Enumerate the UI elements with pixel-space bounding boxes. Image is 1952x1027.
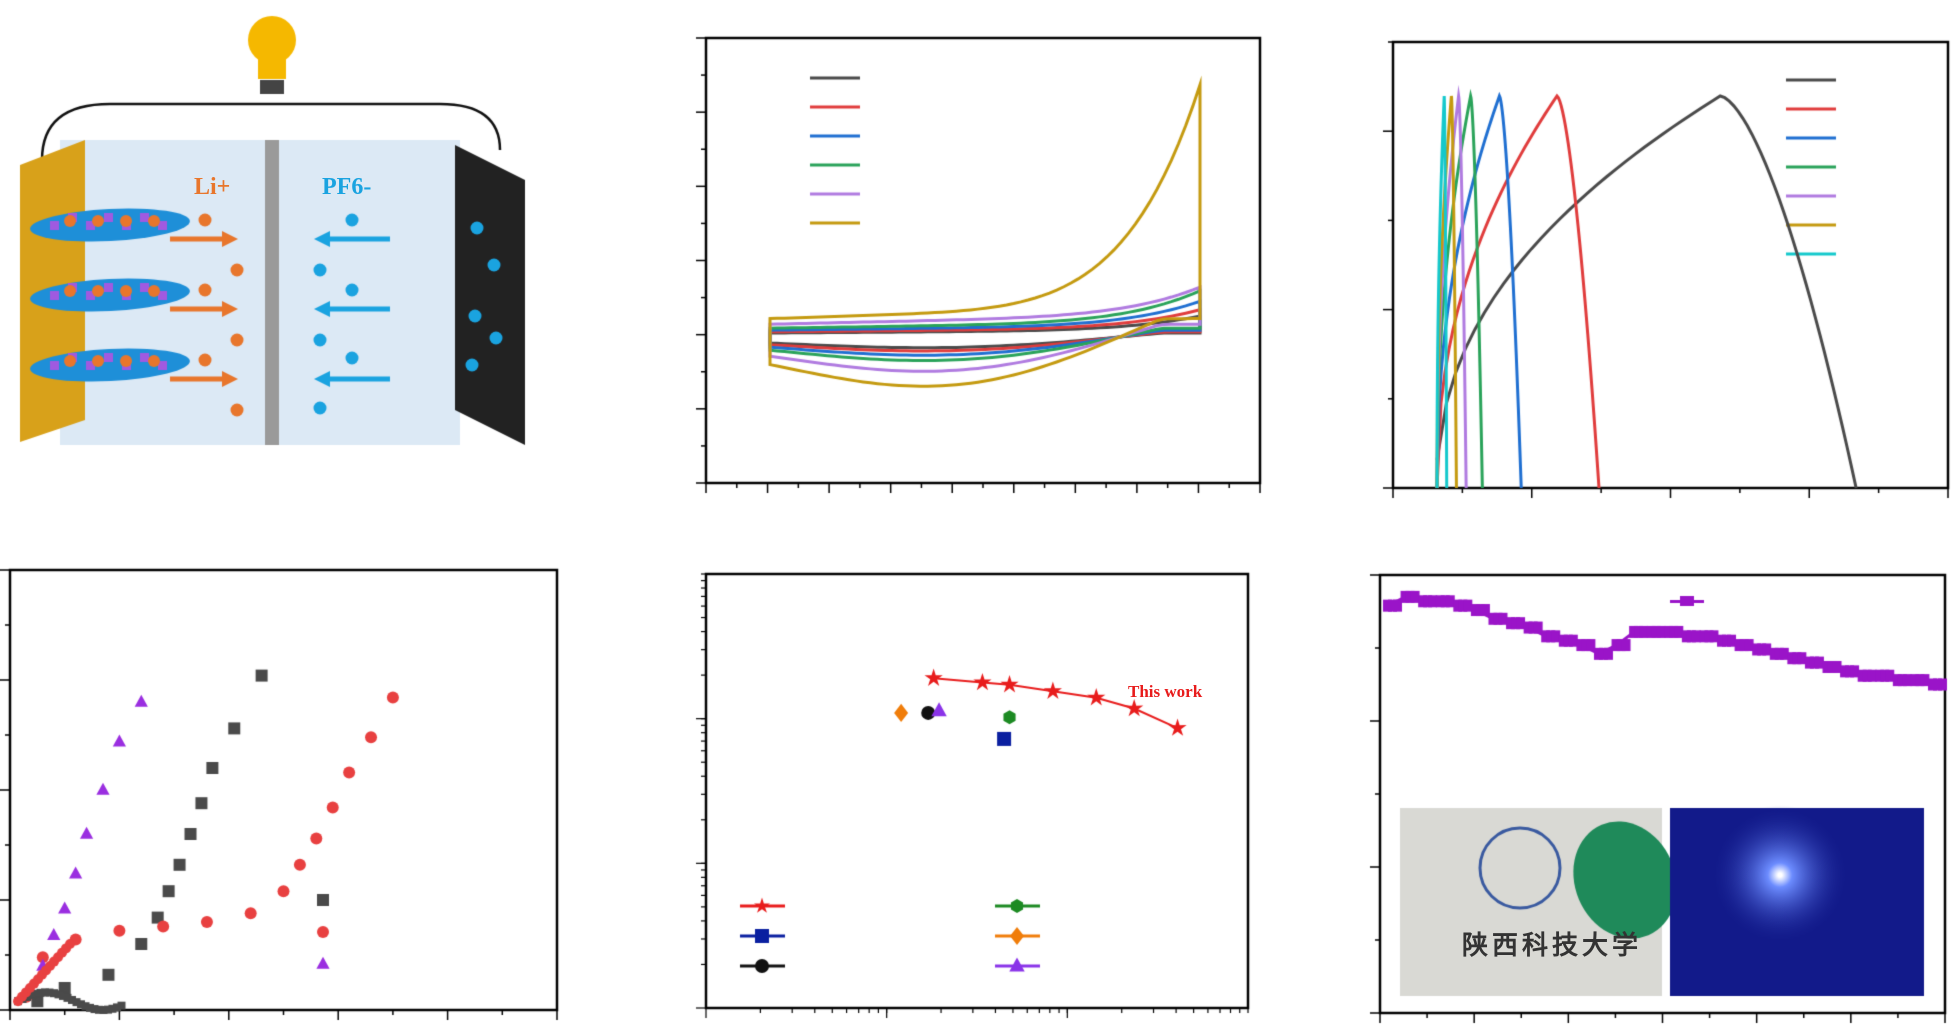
chart-annotation-this-work: This work (1128, 682, 1203, 701)
cation-label: Li+ (194, 174, 231, 200)
anion-label: PF6- (322, 174, 372, 200)
photo-caption: 陕西科技大学 (1462, 931, 1643, 960)
